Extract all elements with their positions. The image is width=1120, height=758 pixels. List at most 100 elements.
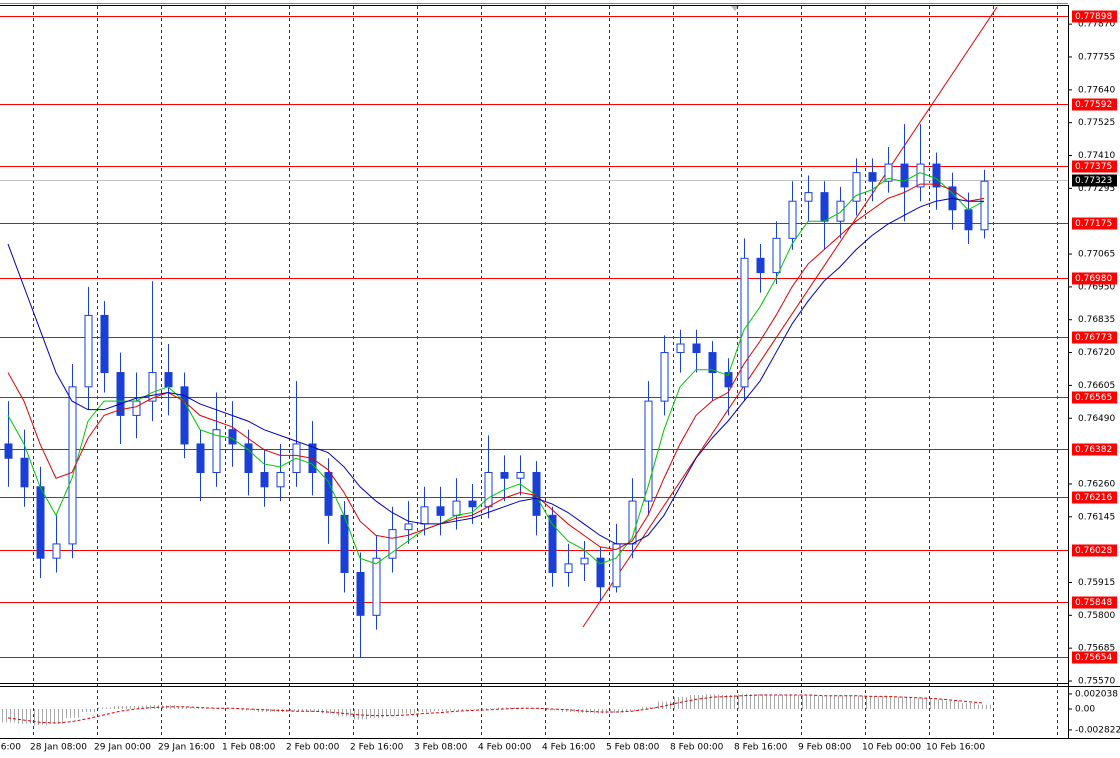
y-tick-label: 0.76835	[1078, 315, 1115, 325]
candle-body	[260, 472, 269, 488]
level-label: 0.75654	[1075, 653, 1112, 663]
candle-body	[756, 257, 765, 274]
level-tag	[1072, 160, 1117, 173]
x-tick-label: 1 Feb 08:00	[222, 743, 276, 753]
y-tick-label: 0.76490	[1078, 414, 1115, 424]
y-tick-label: 0.75800	[1078, 611, 1115, 621]
candle-body	[100, 314, 109, 374]
candle-body	[644, 400, 653, 502]
level-tag	[1072, 217, 1117, 230]
x-tick-label: 2 Feb 00:00	[286, 743, 340, 753]
level-tag	[1072, 443, 1117, 456]
candle-body	[884, 163, 893, 182]
moving-average	[7, 197, 984, 545]
candle-body	[676, 343, 685, 354]
candle-body	[212, 429, 221, 474]
candle-body	[660, 352, 669, 402]
candle-body	[772, 237, 781, 274]
x-tick-label: 29 Jan 16:00	[158, 743, 215, 753]
y-tick-label: 0.77755	[1078, 52, 1115, 62]
candle-body	[356, 571, 365, 616]
y-tick-label: 0.75685	[1078, 644, 1115, 654]
level-tag	[1072, 272, 1117, 285]
y-tick-label: 0.77870	[1078, 20, 1115, 30]
candle-body	[564, 563, 573, 573]
level-label: 0.76028	[1075, 546, 1112, 556]
level-tag	[1072, 10, 1117, 23]
y-tick-label: 0.75570	[1078, 677, 1115, 687]
candle-body	[164, 372, 173, 388]
current-price-tag	[1072, 174, 1117, 187]
candle-body	[692, 343, 701, 354]
candle-body	[4, 443, 13, 459]
scroll-marker	[731, 6, 739, 11]
x-tick-label: 3 Feb 08:00	[414, 743, 468, 753]
y-tick-label: 0.77295	[1078, 184, 1115, 194]
y-tick-label: 0.00	[1075, 705, 1095, 715]
y-tick-label: 0.76720	[1078, 348, 1115, 358]
level-label: 0.76980	[1075, 274, 1112, 284]
candle-body	[20, 457, 29, 488]
level-tag	[1072, 544, 1117, 557]
candle-body	[148, 372, 157, 402]
moving-average	[7, 172, 985, 565]
candle-body	[404, 523, 413, 531]
candle-body	[548, 514, 557, 573]
y-tick-label: 0.76950	[1078, 282, 1115, 292]
candle-body	[52, 543, 61, 559]
y-tick-label: 0.002038	[1075, 689, 1118, 699]
candle-body	[500, 472, 509, 479]
x-tick-label: 4 Feb 00:00	[478, 743, 532, 753]
y-tick-label: 0.77410	[1078, 151, 1115, 161]
candle-body	[820, 192, 829, 222]
candle-body	[708, 352, 717, 374]
y-tick-label: 0.76605	[1078, 381, 1115, 391]
candle-body	[868, 172, 877, 182]
candle-body	[932, 163, 941, 188]
candle-body	[84, 314, 93, 388]
candle-body	[484, 472, 493, 508]
candle-body	[228, 429, 237, 445]
x-tick-label: 2 Feb 16:00	[350, 743, 404, 753]
level-label: 0.77592	[1075, 100, 1112, 110]
candle-body	[276, 472, 285, 488]
candle-body	[916, 163, 925, 188]
moving-average	[7, 183, 985, 551]
trend-line	[582, 6, 998, 628]
x-tick-label: 8 Feb 16:00	[734, 743, 788, 753]
candle-body	[612, 543, 621, 588]
level-label: 0.76382	[1075, 445, 1112, 455]
level-label: 0.77375	[1075, 162, 1112, 172]
x-tick-label: 5 Feb 08:00	[606, 743, 660, 753]
candle-body	[900, 163, 909, 188]
x-tick-label: 28 Jan 08:00	[30, 743, 87, 753]
candle-body	[324, 472, 333, 516]
candle-body	[388, 529, 397, 559]
y-tick-label: 0.76145	[1078, 512, 1115, 522]
candle-body	[116, 372, 125, 416]
level-tag	[1072, 331, 1117, 344]
x-tick-label: 29 Jan 00:00	[94, 743, 151, 753]
level-label: 0.76216	[1075, 493, 1112, 503]
candle-body	[436, 506, 445, 516]
candle-body	[532, 472, 541, 516]
candle-body	[788, 200, 797, 239]
candle-body	[36, 486, 45, 559]
level-label: 0.76773	[1075, 333, 1112, 343]
level-tag	[1072, 98, 1117, 111]
candle-body	[372, 557, 381, 616]
candle-body	[196, 443, 205, 474]
x-tick-label: 9 Feb 08:00	[798, 743, 852, 753]
candle-body	[980, 180, 989, 231]
candle-body	[468, 500, 477, 508]
y-tick-label: 0.77640	[1078, 85, 1115, 95]
candle-body	[132, 400, 141, 416]
x-tick-label: 10 Feb 00:00	[862, 743, 921, 753]
level-label: 0.77175	[1075, 219, 1112, 229]
candle-body	[580, 557, 589, 565]
level-tag	[1072, 651, 1117, 664]
x-tick-label: 10 Feb 16:00	[926, 743, 985, 753]
level-tag	[1072, 491, 1117, 504]
